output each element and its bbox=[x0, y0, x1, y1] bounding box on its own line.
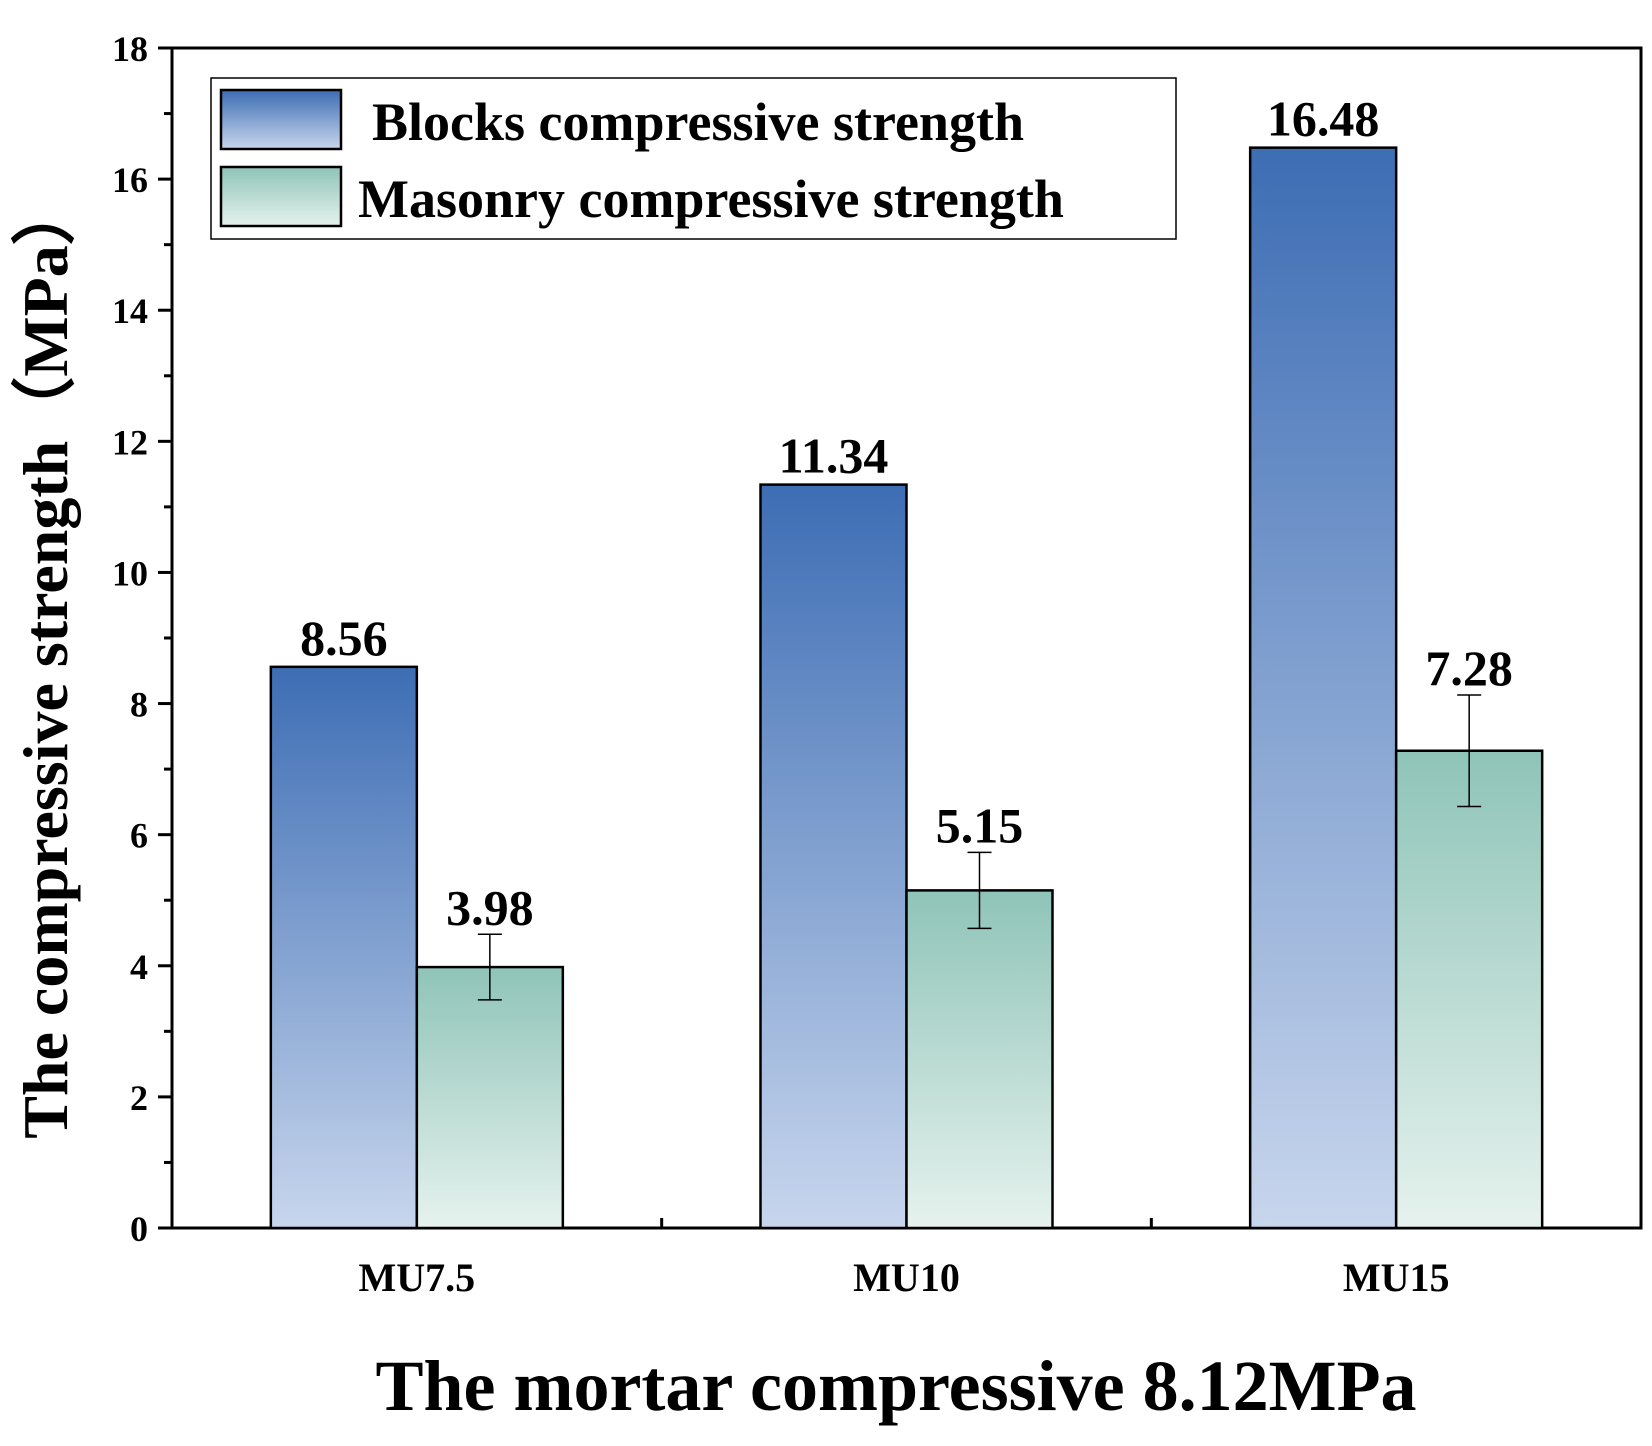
x-axis: MU7.5 MU10 MU15 bbox=[359, 1218, 1450, 1300]
value-label-blocks-MU7.5: 8.56 bbox=[300, 610, 388, 666]
value-label-masonry-MU15: 7.28 bbox=[1425, 640, 1513, 696]
y-tick-label-2: 2 bbox=[130, 1078, 148, 1118]
bar-blocks-MU10 bbox=[759, 483, 908, 1230]
legend-box bbox=[210, 77, 1177, 240]
bar-masonry-MU15 bbox=[1394, 749, 1544, 1230]
value-label-blocks-MU15: 16.48 bbox=[1267, 91, 1380, 147]
bars-group bbox=[269, 146, 1544, 1230]
y-tick-label-8: 8 bbox=[130, 685, 148, 725]
y-axis-title: The compressive strength（MPa） bbox=[10, 181, 81, 1139]
legend-swatch-blocks bbox=[219, 88, 343, 151]
bar-blocks-MU7.5 bbox=[269, 665, 419, 1230]
y-tick-label-0: 0 bbox=[130, 1209, 148, 1249]
legend-label-blocks: Blocks compressive strength bbox=[372, 92, 1024, 152]
y-tick-label-12: 12 bbox=[112, 422, 148, 462]
value-labels-group: 8.56 11.34 16.48 3.98 5.15 7.28 bbox=[300, 91, 1513, 936]
y-tick-label-6: 6 bbox=[130, 816, 148, 856]
legend: Blocks compressive strength Masonry comp… bbox=[210, 77, 1177, 240]
bar-blocks-MU15 bbox=[1248, 146, 1398, 1230]
y-tick-label-14: 14 bbox=[112, 291, 148, 331]
x-category-label-MU15: MU15 bbox=[1343, 1255, 1450, 1300]
x-axis-title: The mortar compressive 8.12MPa bbox=[375, 1346, 1416, 1426]
x-category-label-MU7.5: MU7.5 bbox=[359, 1255, 476, 1300]
bar-masonry-MU7.5 bbox=[415, 965, 565, 1230]
value-label-blocks-MU10: 11.34 bbox=[779, 428, 889, 484]
y-tick-label-10: 10 bbox=[112, 553, 148, 593]
legend-swatch-masonry bbox=[219, 165, 343, 228]
y-tick-label-16: 16 bbox=[112, 160, 148, 200]
value-label-masonry-MU7.5: 3.98 bbox=[446, 879, 534, 935]
value-label-masonry-MU10: 5.15 bbox=[936, 797, 1024, 853]
y-tick-label-18: 18 bbox=[112, 29, 148, 69]
y-axis: 0 2 4 6 8 10 12 14 16 18 bbox=[112, 29, 172, 1249]
legend-label-masonry: Masonry compressive strength bbox=[358, 169, 1064, 229]
y-tick-label-4: 4 bbox=[130, 947, 148, 987]
bar-masonry-MU10 bbox=[905, 889, 1054, 1230]
x-category-label-MU10: MU10 bbox=[853, 1255, 960, 1300]
